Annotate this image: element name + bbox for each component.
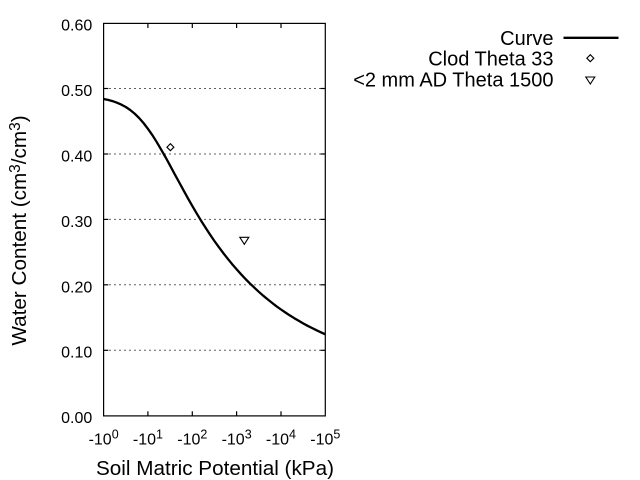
svg-text:<2 mm AD Theta 1500: <2 mm AD Theta 1500 bbox=[353, 69, 553, 91]
svg-text:0.00: 0.00 bbox=[61, 410, 92, 427]
svg-text:-105: -105 bbox=[310, 427, 340, 448]
svg-text:-104: -104 bbox=[266, 427, 296, 448]
svg-text:0.20: 0.20 bbox=[61, 279, 92, 296]
svg-text:Clod Theta 33: Clod Theta 33 bbox=[428, 49, 553, 71]
svg-text:Soil Matric Potential (kPa): Soil Matric Potential (kPa) bbox=[96, 457, 334, 480]
svg-text:-100: -100 bbox=[89, 427, 119, 448]
svg-text:0.60: 0.60 bbox=[61, 18, 92, 35]
svg-text:0.30: 0.30 bbox=[61, 214, 92, 231]
svg-text:0.50: 0.50 bbox=[61, 83, 92, 100]
svg-text:0.40: 0.40 bbox=[61, 148, 92, 165]
svg-text:-102: -102 bbox=[177, 427, 207, 448]
svg-text:Curve: Curve bbox=[500, 28, 553, 50]
svg-text:-101: -101 bbox=[133, 427, 163, 448]
svg-text:Water Content (cm3/cm3): Water Content (cm3/cm3) bbox=[7, 115, 31, 345]
svg-text:-103: -103 bbox=[222, 427, 252, 448]
svg-text:0.10: 0.10 bbox=[61, 345, 92, 362]
